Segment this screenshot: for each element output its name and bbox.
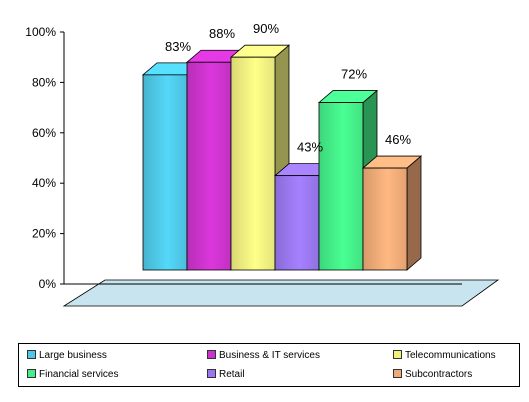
bar-side bbox=[406, 155, 422, 271]
y-tick-label: 60% bbox=[32, 126, 56, 140]
y-tick-label: 40% bbox=[32, 176, 56, 190]
data-label: 88% bbox=[209, 26, 235, 41]
bar-telecommunications bbox=[229, 44, 291, 271]
legend-swatch bbox=[393, 350, 402, 359]
y-tick-label: 0% bbox=[39, 277, 57, 291]
bar-front bbox=[362, 167, 408, 271]
legend-swatch bbox=[27, 369, 36, 378]
data-label: 83% bbox=[165, 39, 191, 54]
legend-label: Retail bbox=[219, 369, 245, 380]
bar-front bbox=[186, 61, 232, 271]
legend-label: Financial services bbox=[39, 369, 119, 380]
bar-subcontractors bbox=[361, 155, 423, 271]
data-label: 90% bbox=[253, 21, 279, 36]
y-tick-label: 100% bbox=[25, 25, 56, 39]
legend: Large business Business & IT services Tele… bbox=[18, 343, 520, 387]
bar-front bbox=[142, 74, 188, 271]
legend-swatch bbox=[207, 350, 216, 359]
bar-front bbox=[318, 102, 364, 271]
data-label: 72% bbox=[341, 67, 367, 82]
chart-canvas: 0% 20% 40% 60% 80% 100% 83% 88% 90% 43% 72% 46% bbox=[25, 21, 500, 307]
data-label: 46% bbox=[385, 132, 411, 147]
legend-item: Retail bbox=[207, 369, 245, 381]
legend-item: Large business bbox=[27, 350, 107, 362]
legend-label: Telecommunications bbox=[405, 350, 496, 361]
legend-item: Telecommunications bbox=[393, 350, 496, 362]
legend-swatch bbox=[393, 369, 402, 378]
legend-item: Business & IT services bbox=[207, 350, 320, 362]
bar-front bbox=[230, 56, 276, 271]
legend-label: Large business bbox=[39, 350, 107, 361]
legend-swatch bbox=[27, 350, 36, 359]
y-tick-label: 20% bbox=[32, 227, 56, 241]
legend-label: Business & IT services bbox=[219, 350, 320, 361]
y-tick-label: 80% bbox=[32, 75, 56, 89]
legend-item: Subcontractors bbox=[393, 369, 472, 381]
legend-swatch bbox=[207, 369, 216, 378]
legend-label: Subcontractors bbox=[405, 369, 473, 380]
legend-item: Financial services bbox=[27, 369, 118, 381]
chart-floor bbox=[62, 279, 500, 307]
bar-front bbox=[274, 175, 320, 271]
data-label: 43% bbox=[297, 140, 323, 155]
